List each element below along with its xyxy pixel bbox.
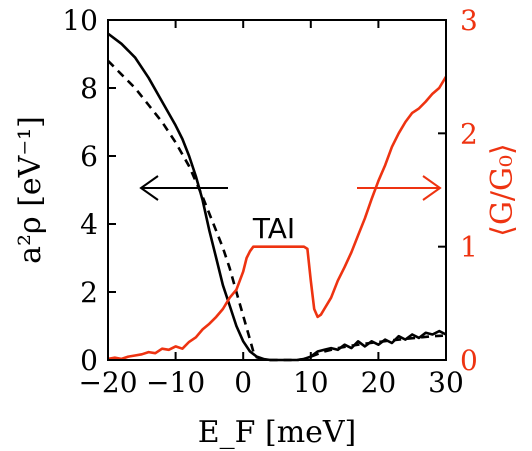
right-y-axis-title: ⟨G/G₀⟩	[485, 143, 520, 236]
x-tick-label: 0	[234, 366, 252, 399]
x-axis-title: E_F [meV]	[198, 415, 357, 450]
right-y-tick-label: 2	[460, 117, 478, 150]
series-layer	[107, 32, 448, 362]
right-y-axis: 0 1 2 3	[438, 4, 478, 377]
x-tick-label: 20	[361, 366, 397, 399]
right-arrow-head	[422, 175, 442, 201]
left-y-axis-title: a²ρ [eV⁻¹]	[13, 116, 48, 264]
right-y-tick-label: 3	[460, 4, 478, 37]
x-tick-label: 10	[293, 366, 329, 399]
left-y-tick-label: 6	[80, 140, 98, 173]
left-y-tick-label: 10	[62, 4, 98, 37]
left-y-tick-label: 8	[80, 72, 98, 105]
left-y-tick-label: 0	[80, 344, 98, 377]
right-y-tick-label: 1	[460, 231, 478, 264]
left-y-tick-label: 2	[80, 276, 98, 309]
left-y-axis: 0 2 4 6 8 10	[62, 4, 116, 377]
series-line-3-right-solid	[107, 76, 448, 361]
x-axis: −20 −10 0 10 20 30	[78, 20, 464, 399]
series-line-1-left-solid	[107, 32, 447, 362]
x-tick-label: 30	[428, 366, 464, 399]
left-arrow-head	[139, 175, 159, 201]
left-y-tick-label: 4	[80, 208, 98, 241]
annotation-layer: TAI	[139, 175, 442, 245]
x-tick-label: −10	[146, 366, 205, 399]
tai-annotation: TAI	[252, 212, 295, 245]
right-y-tick-label: 0	[460, 344, 478, 377]
x-tick-label: −20	[78, 366, 137, 399]
series-line-2-left-dashed	[107, 59, 447, 362]
plot-frame	[107, 19, 447, 361]
